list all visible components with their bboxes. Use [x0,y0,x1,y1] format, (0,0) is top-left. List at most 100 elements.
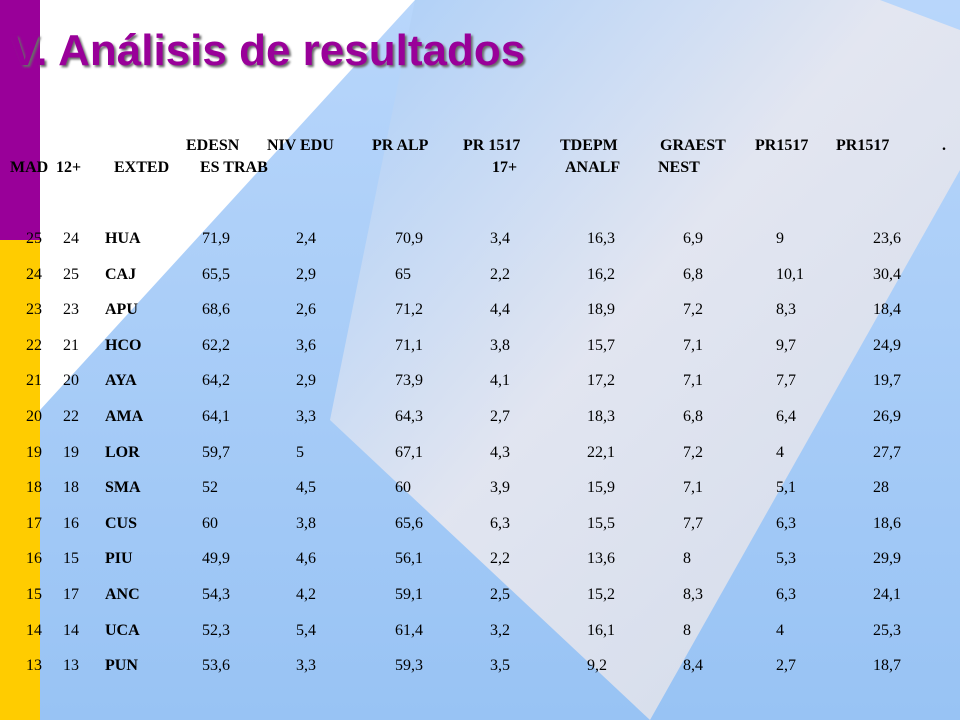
table-cell: 13 [26,657,42,675]
table-cell: 24 [26,265,42,283]
table-cell: 7,2 [683,443,703,461]
table-cell: 65 [395,265,411,283]
table-cell: 13 [63,657,79,675]
region-code-cell: CAJ [105,265,137,283]
table-cell: 6,9 [683,230,703,247]
table-cell: 3,5 [490,657,510,675]
table-cell: 2,7 [776,657,796,675]
region-code-cell: PIU [105,550,133,568]
table-cell: 7,1 [683,479,703,497]
left-stripe-purple [0,0,40,240]
table-cell: 2,9 [296,265,316,283]
region-code-cell: HUA [105,230,141,247]
table-cell: 15,5 [587,514,615,532]
table-cell: 6,3 [490,514,510,532]
table-cell: 22,1 [587,443,615,461]
table-cell: 52 [202,479,218,497]
table-cell: 6,3 [776,514,796,532]
table-cell: 19 [63,443,79,461]
table-cell: 65,6 [395,514,423,532]
table-cell: 18 [26,479,42,497]
region-code-cell: AMA [105,408,144,425]
table-cell: 8,3 [683,586,703,603]
region-code-cell: AYA [105,372,137,390]
table-cell: 60 [202,514,218,532]
table-cell: 4,2 [296,586,316,603]
table-cell: 3,8 [490,336,510,354]
table-cell: 30,4 [873,265,901,283]
table-cell: 25 [63,265,79,283]
table-cell: 19,7 [873,372,901,390]
table-cell: 7,7 [776,372,796,390]
table-cell: 4,3 [490,443,510,461]
table-cell: 8,4 [683,657,703,675]
table-cell: 25 [26,230,42,247]
table-cell: 28 [873,479,889,497]
table-cell: 3,6 [296,336,316,354]
table-cell: 4 [776,621,784,639]
left-stripe-yellow [0,240,40,720]
table-cell: 68,6 [202,301,230,319]
table-cell: 18,9 [587,301,615,319]
table-cell: 18 [63,479,79,497]
column-header-line2: 12+ [56,159,82,176]
table-cell: 4,5 [296,479,316,497]
table-cell: 59,3 [395,657,423,675]
region-code-cell: UCA [105,621,140,639]
background-diamond [330,0,960,720]
table-cell: 16,1 [587,621,615,639]
table-cell: 14 [63,621,79,639]
table-cell: 7,7 [683,514,703,532]
table-cell: 16 [26,550,42,568]
table-cell: 3,9 [490,479,510,497]
table-cell: 54,3 [202,586,230,603]
table-cell: 6,4 [776,408,796,425]
table-cell: 26,9 [873,408,901,425]
table-cell: 14 [26,621,42,639]
table-cell: 5,3 [776,550,796,568]
table-cell: 19 [26,443,42,461]
table-cell: 3,3 [296,657,316,675]
table-cell: 24,1 [873,586,901,603]
column-header-line1: TDEPM [560,137,618,154]
table-cell: 6,8 [683,408,703,425]
column-header-line2: MAD [10,159,49,176]
table-cell: 15,9 [587,479,615,497]
region-code-cell: PUN [105,657,138,675]
table-cell: 22 [26,336,42,354]
table-cell: 59,1 [395,586,423,603]
table-cell: 5,4 [296,621,316,639]
table-cell: 49,9 [202,550,230,568]
table-cell: 9,2 [587,657,607,675]
table-cell: 18,6 [873,514,901,532]
region-code-cell: SMA [105,479,141,497]
column-header-line2: ANALF [565,159,621,176]
table-cell: 5 [296,443,304,461]
table-cell: 71,1 [395,336,423,354]
table-cell: 16,3 [587,230,615,247]
table-cell: 15,7 [587,336,615,354]
table-cell: 52,3 [202,621,230,639]
table-cell: 2,5 [490,586,510,603]
table-cell: 17 [63,586,79,603]
table-cell: 4 [776,443,784,461]
region-code-cell: LOR [105,443,140,461]
table-cell: 24,9 [873,336,901,354]
column-header-line2: 17+ [492,159,518,176]
table-cell: 61,4 [395,621,423,639]
table-cell: 23 [26,301,42,319]
table-cell: 20 [63,372,79,390]
table-cell: 60 [395,479,411,497]
table-cell: 21 [63,336,79,354]
table-cell: 59,7 [202,443,230,461]
table-cell: 3,4 [490,230,510,247]
table-cell: 8 [683,550,691,568]
table-cell: 3,8 [296,514,316,532]
column-header-line2: NEST [658,159,700,176]
table-cell: 18,4 [873,301,901,319]
region-code-cell: HCO [105,336,142,354]
table-cell: 15 [63,550,79,568]
table-cell: 3,2 [490,621,510,639]
table-cell: 9 [776,230,784,247]
